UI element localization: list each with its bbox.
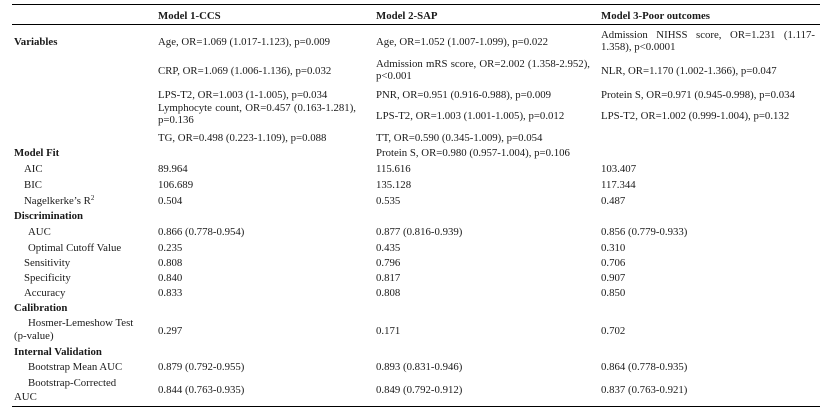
cell-bic-m1: 106.689 bbox=[158, 179, 194, 191]
bottom-rule bbox=[12, 406, 820, 408]
row-label-hosmer-lemeshow: Hosmer-Lemeshow Test bbox=[28, 317, 134, 329]
cell-specificity-m1: 0.840 bbox=[158, 272, 183, 284]
row-label-bootstrap-mean-auc: Bootstrap Mean AUC bbox=[28, 361, 123, 373]
cell-hosmer-lemeshow-m3: 0.702 bbox=[601, 325, 626, 337]
cell-bic-m3: 117.344 bbox=[601, 179, 636, 191]
m1-variable: Age, OR=1.069 (1.017-1.123), p=0.009 bbox=[158, 36, 331, 48]
cell-bootstrap-corrected-auc-m1: 0.844 (0.763-0.935) bbox=[158, 384, 245, 396]
cell-aic-m3: 103.407 bbox=[601, 163, 637, 175]
row-label-sensitivity: Sensitivity bbox=[24, 257, 71, 269]
cell-auc-m1: 0.866 (0.778-0.954) bbox=[158, 226, 245, 238]
section-internal-validation: Internal Validation bbox=[14, 346, 102, 358]
row-label-cutoff: Optimal Cutoff Value bbox=[28, 242, 122, 254]
m2-variable: Age, OR=1.052 (1.007-1.099), p=0.022 bbox=[376, 36, 549, 48]
cell-cutoff-m1: 0.235 bbox=[158, 242, 183, 254]
cell-bootstrap-corrected-auc-m3: 0.837 (0.763-0.921) bbox=[601, 384, 688, 396]
cell-sensitivity-m3: 0.706 bbox=[601, 257, 626, 269]
cell-specificity-m2: 0.817 bbox=[376, 272, 401, 284]
m2-variable: TT, OR=0.590 (0.345-1.009), p=0.054 bbox=[376, 132, 543, 144]
m1-variable: TG, OR=0.498 (0.223-1.109), p=0.088 bbox=[158, 132, 327, 144]
row-label-r2: Nagelkerke’s R2 bbox=[24, 194, 95, 208]
section-calibration: Calibration bbox=[14, 302, 68, 314]
cell-accuracy-m1: 0.833 bbox=[158, 287, 183, 299]
m3-variable: LPS-T2, OR=1.002 (0.999-1.004), p=0.132 bbox=[601, 110, 790, 122]
cell-sensitivity-m2: 0.796 bbox=[376, 257, 401, 269]
r2-superscript: 2 bbox=[90, 194, 95, 202]
row-label-bic: BIC bbox=[24, 179, 42, 191]
cell-hosmer-lemeshow-m2: 0.171 bbox=[376, 325, 401, 337]
cell-bootstrap-corrected-auc-m2: 0.849 (0.792-0.912) bbox=[376, 384, 463, 396]
cell-cutoff-m2: 0.435 bbox=[376, 242, 401, 254]
header-model-1: Model 1-CCS bbox=[158, 10, 221, 22]
cell-bootstrap-mean-auc-m1: 0.879 (0.792-0.955) bbox=[158, 361, 245, 373]
cell-r2-m1: 0.504 bbox=[158, 195, 183, 207]
row-label-specificity: Specificity bbox=[24, 272, 71, 284]
m3-variable: NLR, OR=1.170 (1.002-1.366), p=0.047 bbox=[601, 65, 777, 77]
cell-hosmer-lemeshow-m1: 0.297 bbox=[158, 325, 183, 337]
cell-bic-m2: 135.128 bbox=[376, 179, 412, 191]
cell-r2-m3: 0.487 bbox=[601, 195, 626, 207]
cell-bootstrap-mean-auc-m3: 0.864 (0.778-0.935) bbox=[601, 361, 688, 373]
row-label-bootstrap-corrected-auc-sub: AUC bbox=[14, 391, 37, 403]
row-label-bootstrap-corrected-auc: Bootstrap-Corrected bbox=[28, 377, 117, 389]
cell-specificity-m3: 0.907 bbox=[601, 272, 626, 284]
m2-variable: Protein S, OR=0.980 (0.957-1.004), p=0.1… bbox=[376, 147, 570, 159]
row-label-aic: AIC bbox=[24, 163, 43, 175]
section-discrimination: Discrimination bbox=[14, 210, 83, 222]
m2-variable: LPS-T2, OR=1.003 (1.001-1.005), p=0.012 bbox=[376, 110, 565, 122]
m1-variable: Lymphocyte count, OR=0.457 (0.163-1.281)… bbox=[158, 102, 356, 126]
cell-bootstrap-mean-auc-m2: 0.893 (0.831-0.946) bbox=[376, 361, 463, 373]
m3-variable: Admission NIHSS score, OR=1.231 (1.117-1… bbox=[601, 29, 815, 53]
cell-aic-m2: 115.616 bbox=[376, 163, 411, 175]
row-label-hosmer-lemeshow-sub: (p-value) bbox=[14, 330, 54, 342]
header-model-2: Model 2-SAP bbox=[376, 10, 438, 22]
cell-cutoff-m3: 0.310 bbox=[601, 242, 626, 254]
cell-auc-m3: 0.856 (0.779-0.933) bbox=[601, 226, 688, 238]
cell-r2-m2: 0.535 bbox=[376, 195, 401, 207]
m3-variable: Protein S, OR=0.971 (0.945-0.998), p=0.0… bbox=[601, 89, 795, 101]
top-rule bbox=[12, 4, 820, 6]
row-label-accuracy: Accuracy bbox=[24, 287, 66, 299]
cell-aic-m1: 89.964 bbox=[158, 163, 188, 175]
r2-label-text: Nagelkerke’s R bbox=[24, 195, 91, 207]
section-model-fit: Model Fit bbox=[14, 147, 60, 159]
cell-accuracy-m2: 0.808 bbox=[376, 287, 401, 299]
m2-variable: Admission mRS score, OR=2.002 (1.358-2.9… bbox=[376, 58, 590, 82]
cell-auc-m2: 0.877 (0.816-0.939) bbox=[376, 226, 463, 238]
cell-accuracy-m3: 0.850 bbox=[601, 287, 626, 299]
m1-variable: LPS-T2, OR=1.003 (1-1.005), p=0.034 bbox=[158, 89, 328, 101]
m1-variable: CRP, OR=1.069 (1.006-1.136), p=0.032 bbox=[158, 65, 332, 77]
header-rule bbox=[12, 24, 820, 26]
cell-sensitivity-m1: 0.808 bbox=[158, 257, 183, 269]
section-variables: Variables bbox=[14, 36, 58, 48]
header-model-3: Model 3-Poor outcomes bbox=[601, 10, 710, 22]
row-label-auc: AUC bbox=[28, 226, 51, 238]
m2-variable: PNR, OR=0.951 (0.916-0.988), p=0.009 bbox=[376, 89, 552, 101]
